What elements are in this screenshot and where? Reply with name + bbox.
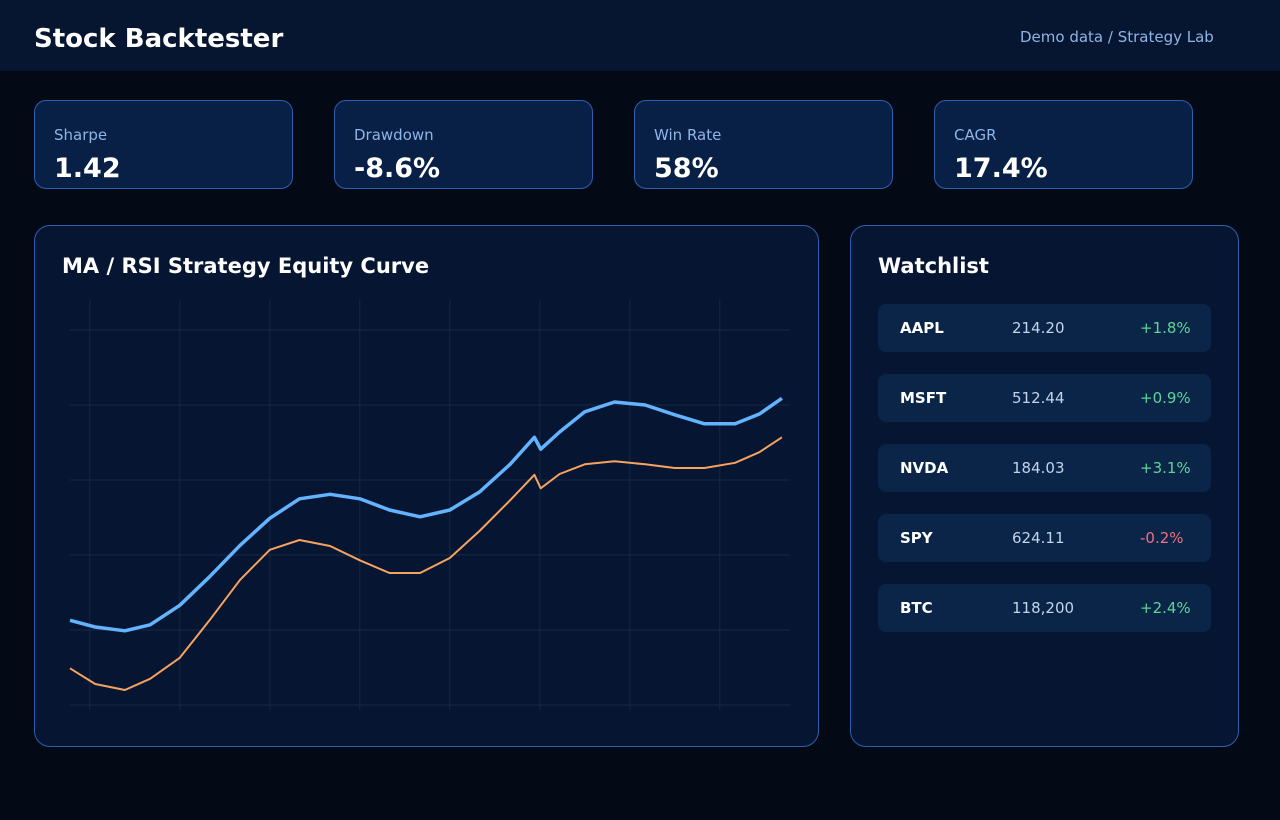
row-symbol: MSFT	[900, 389, 947, 407]
metric-label: Win Rate	[654, 126, 722, 144]
metric-card: CAGR 17.4%	[934, 100, 1193, 189]
metric-value: 1.42	[54, 153, 121, 184]
metric-value: 17.4%	[954, 153, 1048, 184]
watchlist-row: NVDA 184.03 +3.1%	[878, 444, 1211, 492]
metric-value: 58%	[654, 153, 719, 184]
watchlist-title: Watchlist	[878, 254, 989, 278]
row-price: 118,200	[1012, 599, 1075, 617]
watchlist-row: BTC 118,200 +2.4%	[878, 584, 1211, 632]
row-price: 512.44	[1012, 389, 1065, 407]
row-change: +3.1%	[1140, 459, 1191, 477]
header	[0, 0, 1280, 71]
row-change: +1.8%	[1140, 319, 1191, 337]
row-price: 624.11	[1012, 529, 1065, 547]
watchlist-row: MSFT 512.44 +0.9%	[878, 374, 1211, 422]
metric-label: Drawdown	[354, 126, 434, 144]
row-symbol: SPY	[900, 529, 933, 547]
row-symbol: NVDA	[900, 459, 949, 477]
chart	[69, 300, 790, 710]
metric-card: Win Rate 58%	[634, 100, 893, 189]
metric-value: -8.6%	[354, 153, 441, 184]
metric-card: Sharpe 1.42	[34, 100, 293, 189]
metric-label: Sharpe	[54, 126, 108, 144]
equity-line	[69, 396, 783, 633]
row-symbol: AAPL	[900, 319, 944, 337]
chart-panel	[34, 225, 819, 747]
row-price: 214.20	[1012, 319, 1065, 337]
row-symbol: BTC	[900, 599, 933, 617]
app-title: Stock Backtester	[34, 24, 284, 54]
metric-card: Drawdown -8.6%	[334, 100, 593, 189]
row-change: -0.2%	[1140, 529, 1184, 547]
row-change: +2.4%	[1140, 599, 1191, 617]
row-price: 184.03	[1012, 459, 1065, 477]
equity-line	[69, 436, 783, 691]
subtitle: Demo data / Strategy Lab	[1020, 28, 1214, 46]
watchlist-row: AAPL 214.20 +1.8%	[878, 304, 1211, 352]
watchlist-row: SPY 624.11 -0.2%	[878, 514, 1211, 562]
metric-label: CAGR	[954, 126, 997, 144]
chart-title: MA / RSI Strategy Equity Curve	[62, 254, 430, 278]
row-change: +0.9%	[1140, 389, 1191, 407]
